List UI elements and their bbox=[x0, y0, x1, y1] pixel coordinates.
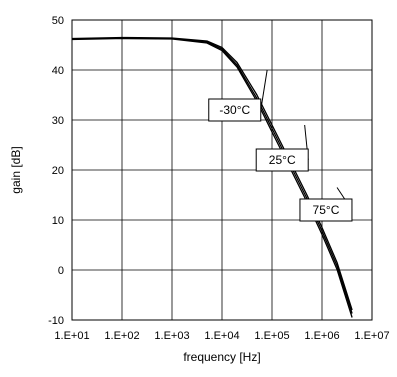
x-tick-labels: 1.E+01 1.E+02 1.E+03 1.E+04 1.E+05 1.E+06 1.E+… bbox=[54, 330, 389, 342]
y-tick-label: 50 bbox=[52, 15, 64, 27]
y-tick-label: 20 bbox=[52, 165, 64, 177]
y-tick-label: 10 bbox=[52, 215, 64, 227]
series-group bbox=[72, 36, 353, 318]
x-tick-label: 1.E+01 bbox=[54, 330, 89, 342]
x-tick-label: 1.E+05 bbox=[254, 330, 289, 342]
series-line-0 bbox=[72, 36, 353, 311]
annotation-box-0 bbox=[208, 98, 262, 122]
y-tick-labels: -10 0 10 20 30 40 50 bbox=[48, 15, 64, 327]
x-tick-label: 1.E+07 bbox=[354, 330, 389, 342]
y-tick-label: 40 bbox=[52, 65, 64, 77]
x-axis-label: frequency [Hz] bbox=[183, 350, 260, 364]
x-tick-label: 1.E+06 bbox=[304, 330, 339, 342]
y-tick-label: -10 bbox=[48, 315, 64, 327]
y-tick-label: 30 bbox=[52, 115, 64, 127]
y-tick-label: 0 bbox=[58, 265, 64, 277]
series-line-1 bbox=[72, 37, 353, 314]
annotation-box-1 bbox=[255, 148, 309, 172]
annotations: -30°C 25°C 75°C bbox=[208, 69, 353, 222]
annotation-label: 75°C bbox=[313, 203, 340, 217]
x-tick-label: 1.E+04 bbox=[204, 330, 239, 342]
grid bbox=[71, 19, 373, 321]
y-axis-label: gain [dB] bbox=[9, 146, 23, 193]
annotation-label: 25°C bbox=[269, 153, 296, 167]
annotation-box-2 bbox=[299, 198, 353, 222]
plot-frame bbox=[71, 19, 373, 321]
annotation-leader-0 bbox=[260, 69, 268, 111]
series-line-2 bbox=[72, 37, 353, 318]
annotation-label: -30°C bbox=[219, 103, 250, 117]
x-tick-label: 1.E+03 bbox=[154, 330, 189, 342]
x-tick-label: 1.E+02 bbox=[104, 330, 139, 342]
